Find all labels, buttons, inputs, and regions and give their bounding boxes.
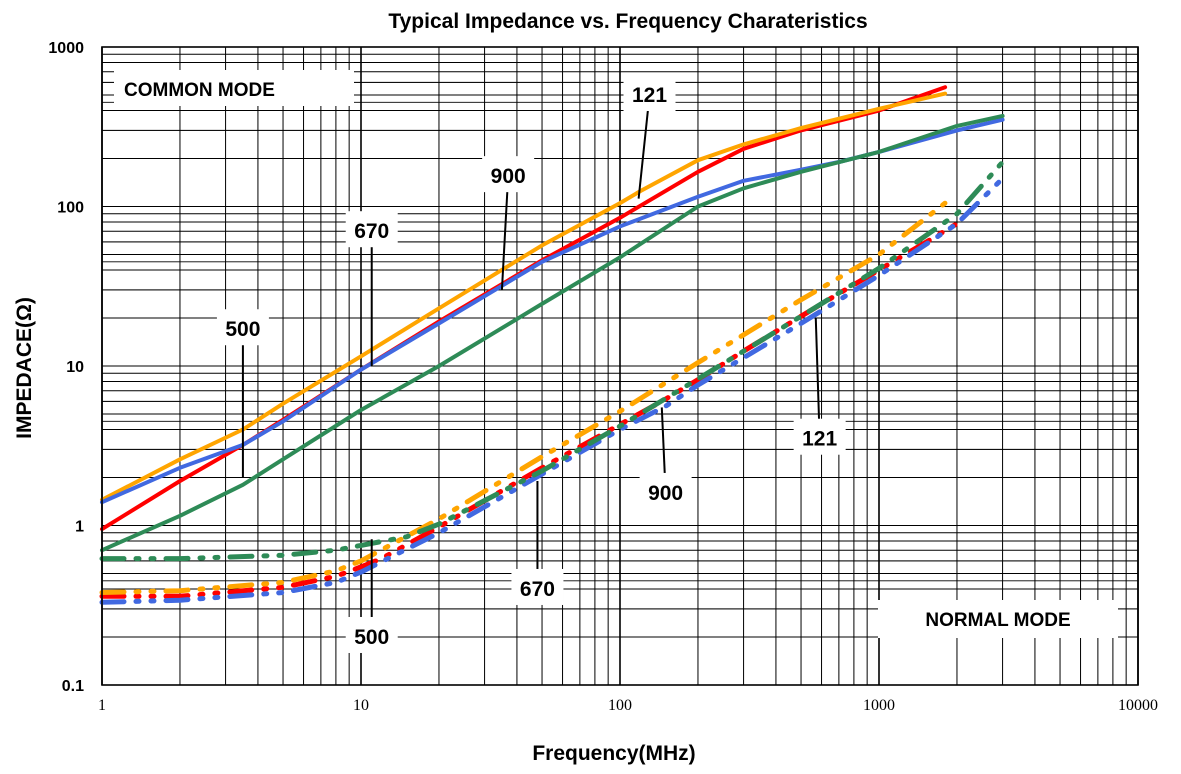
plot-frame xyxy=(101,46,1139,686)
y-tick-label: 1000 xyxy=(48,40,84,57)
y-tick-label: 0.1 xyxy=(62,678,84,695)
annotation-box xyxy=(345,211,398,248)
annotation-label: 670 xyxy=(354,220,389,243)
x-tick-label: 10000 xyxy=(1118,697,1158,714)
annotation-label: 121 xyxy=(802,428,837,451)
x-tick-label: 1000 xyxy=(863,697,895,714)
normal-mode-series-line xyxy=(99,175,1006,605)
annotation-box xyxy=(482,156,535,193)
plot-annotations: 500 670 900 121 500 670 900 121 xyxy=(216,75,846,653)
annotation-box xyxy=(623,75,676,112)
y-tick-label: 100 xyxy=(57,200,84,217)
common-mode-box: COMMON MODE xyxy=(114,70,354,106)
annotation-label: 121 xyxy=(632,84,667,107)
x-tick-label: 10 xyxy=(353,697,369,714)
normal-mode-series-line xyxy=(99,221,960,599)
chart-title: Typical Impedance vs. Frequency Charater… xyxy=(388,10,867,33)
x-tick-label: 1 xyxy=(98,697,106,714)
plot-grid xyxy=(101,47,1139,686)
normal-mode-series-line xyxy=(99,159,1006,562)
annotation-box xyxy=(639,472,692,509)
normal-mode-series-line xyxy=(99,200,948,595)
annotation-leader xyxy=(637,94,651,199)
y-axis-title: IMPEDACE(Ω) xyxy=(13,297,36,439)
y-tick-label: 10 xyxy=(66,359,84,376)
annotation-label: 500 xyxy=(225,318,260,341)
common-mode-series-line xyxy=(100,113,1005,553)
normal-mode-box: NORMAL MODE xyxy=(878,600,1118,638)
annotation-leader xyxy=(500,176,510,290)
annotation-box xyxy=(793,418,846,455)
annotation-box xyxy=(345,616,398,653)
annotation-box xyxy=(511,568,564,605)
annotation-label: 500 xyxy=(354,626,389,649)
axis-ticks: 1 10 100 1000 10000 0.1 1 10 100 1000 xyxy=(48,40,1158,714)
plot-border xyxy=(101,46,1139,686)
x-tick-label: 100 xyxy=(608,697,632,714)
normal-mode-label: NORMAL MODE xyxy=(925,610,1070,631)
x-axis-title: Frequency(MHz) xyxy=(532,742,695,765)
annotation-label: 900 xyxy=(648,482,683,505)
plot-series xyxy=(99,85,1006,605)
annotation-label: 670 xyxy=(520,578,555,601)
annotation-label: 900 xyxy=(491,165,526,188)
common-mode-series-line xyxy=(100,91,948,502)
y-tick-label: 1 xyxy=(75,519,84,536)
annotation-box xyxy=(216,309,269,346)
annotation-leader xyxy=(814,317,821,439)
common-mode-label: COMMON MODE xyxy=(124,80,275,101)
